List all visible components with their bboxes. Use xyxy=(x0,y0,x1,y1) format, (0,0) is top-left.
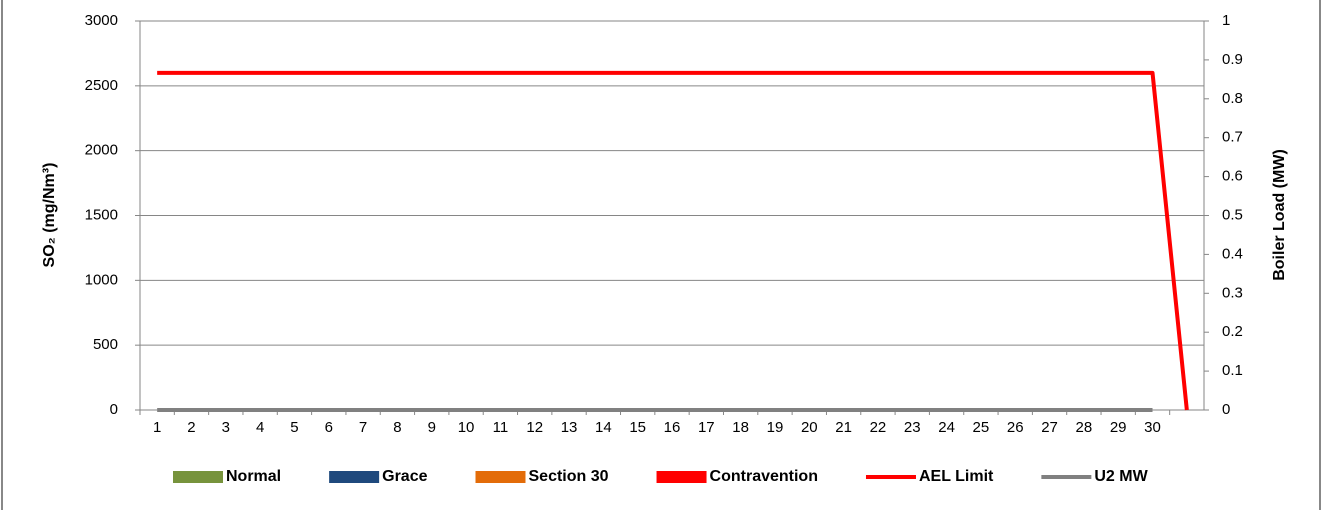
legend-label: Contravention xyxy=(710,468,818,485)
x-tick-label: 21 xyxy=(835,419,852,436)
y2-tick-label: 0.4 xyxy=(1222,245,1243,262)
x-tick-label: 3 xyxy=(222,419,230,436)
legend-label: Section 30 xyxy=(529,468,609,485)
x-tick-label: 27 xyxy=(1041,419,1058,436)
x-tick-label: 24 xyxy=(938,419,955,436)
y2-tick-label: 0.7 xyxy=(1222,129,1243,146)
y2-tick-label: 0.8 xyxy=(1222,90,1243,107)
y2-tick-label: 0.3 xyxy=(1222,284,1243,301)
x-tick-label: 26 xyxy=(1007,419,1024,436)
legend-swatch xyxy=(173,471,223,483)
x-tick-label: 5 xyxy=(290,419,298,436)
x-tick-label: 1 xyxy=(153,419,161,436)
x-tick-label: 12 xyxy=(526,419,543,436)
x-tick-label: 7 xyxy=(359,419,367,436)
line xyxy=(157,70,1189,411)
x-tick-label: 18 xyxy=(732,419,749,436)
y-tick-label: 0 xyxy=(110,401,118,418)
x-tick-label: 14 xyxy=(595,419,612,436)
y-tick-label: 1000 xyxy=(85,271,118,288)
y-tick-label: 3000 xyxy=(85,12,118,29)
y2-tick-label: 1 xyxy=(1222,12,1230,29)
y2-tick-label: 0.2 xyxy=(1222,323,1243,340)
y-tick-label: 2500 xyxy=(85,77,118,94)
x-tick-label: 11 xyxy=(493,419,509,436)
y-tick-label: 500 xyxy=(93,336,118,353)
x-tick-label: 25 xyxy=(973,419,990,436)
x-tick-label: 2 xyxy=(187,419,195,436)
x-tick-label: 17 xyxy=(698,419,715,436)
legend-label: U2 MW xyxy=(1094,468,1148,485)
y2-tick-label: 0.6 xyxy=(1222,168,1243,185)
legend-label: Grace xyxy=(382,468,427,485)
x-tick-label: 15 xyxy=(629,419,646,436)
x-tick-label: 8 xyxy=(393,419,401,436)
legend-swatch xyxy=(656,471,707,483)
y2-tick-label: 0.1 xyxy=(1222,362,1243,379)
y2-tick-label: 0.5 xyxy=(1222,206,1243,223)
x-tick-label: 28 xyxy=(1076,419,1093,436)
legend-swatch xyxy=(329,471,380,483)
x-tick-label: 6 xyxy=(325,419,333,436)
x-tick-label: 9 xyxy=(428,419,436,436)
x-tick-label: 19 xyxy=(767,419,784,436)
legend-label: Normal xyxy=(226,468,281,485)
x-tick-label: 29 xyxy=(1110,419,1127,436)
y2-tick-label: 0.9 xyxy=(1222,51,1243,68)
y2-axis-label: Boiler Load (MW) xyxy=(1271,149,1288,281)
legend-label: AEL Limit xyxy=(919,468,994,485)
y-axis-label: SO₂ (mg/Nm³) xyxy=(41,163,58,268)
x-tick-label: 20 xyxy=(801,419,818,436)
y2-tick-label: 0 xyxy=(1222,401,1230,418)
x-tick-label: 22 xyxy=(870,419,887,436)
legend-swatch xyxy=(475,471,526,483)
y-tick-label: 1500 xyxy=(85,206,118,223)
x-tick-label: 30 xyxy=(1144,419,1161,436)
y-tick-label: 2000 xyxy=(85,142,118,159)
x-tick-label: 13 xyxy=(561,419,578,436)
x-tick-label: 4 xyxy=(256,419,264,436)
x-tick-label: 10 xyxy=(458,419,475,436)
x-tick-label: 23 xyxy=(904,419,921,436)
x-tick-label: 16 xyxy=(664,419,681,436)
